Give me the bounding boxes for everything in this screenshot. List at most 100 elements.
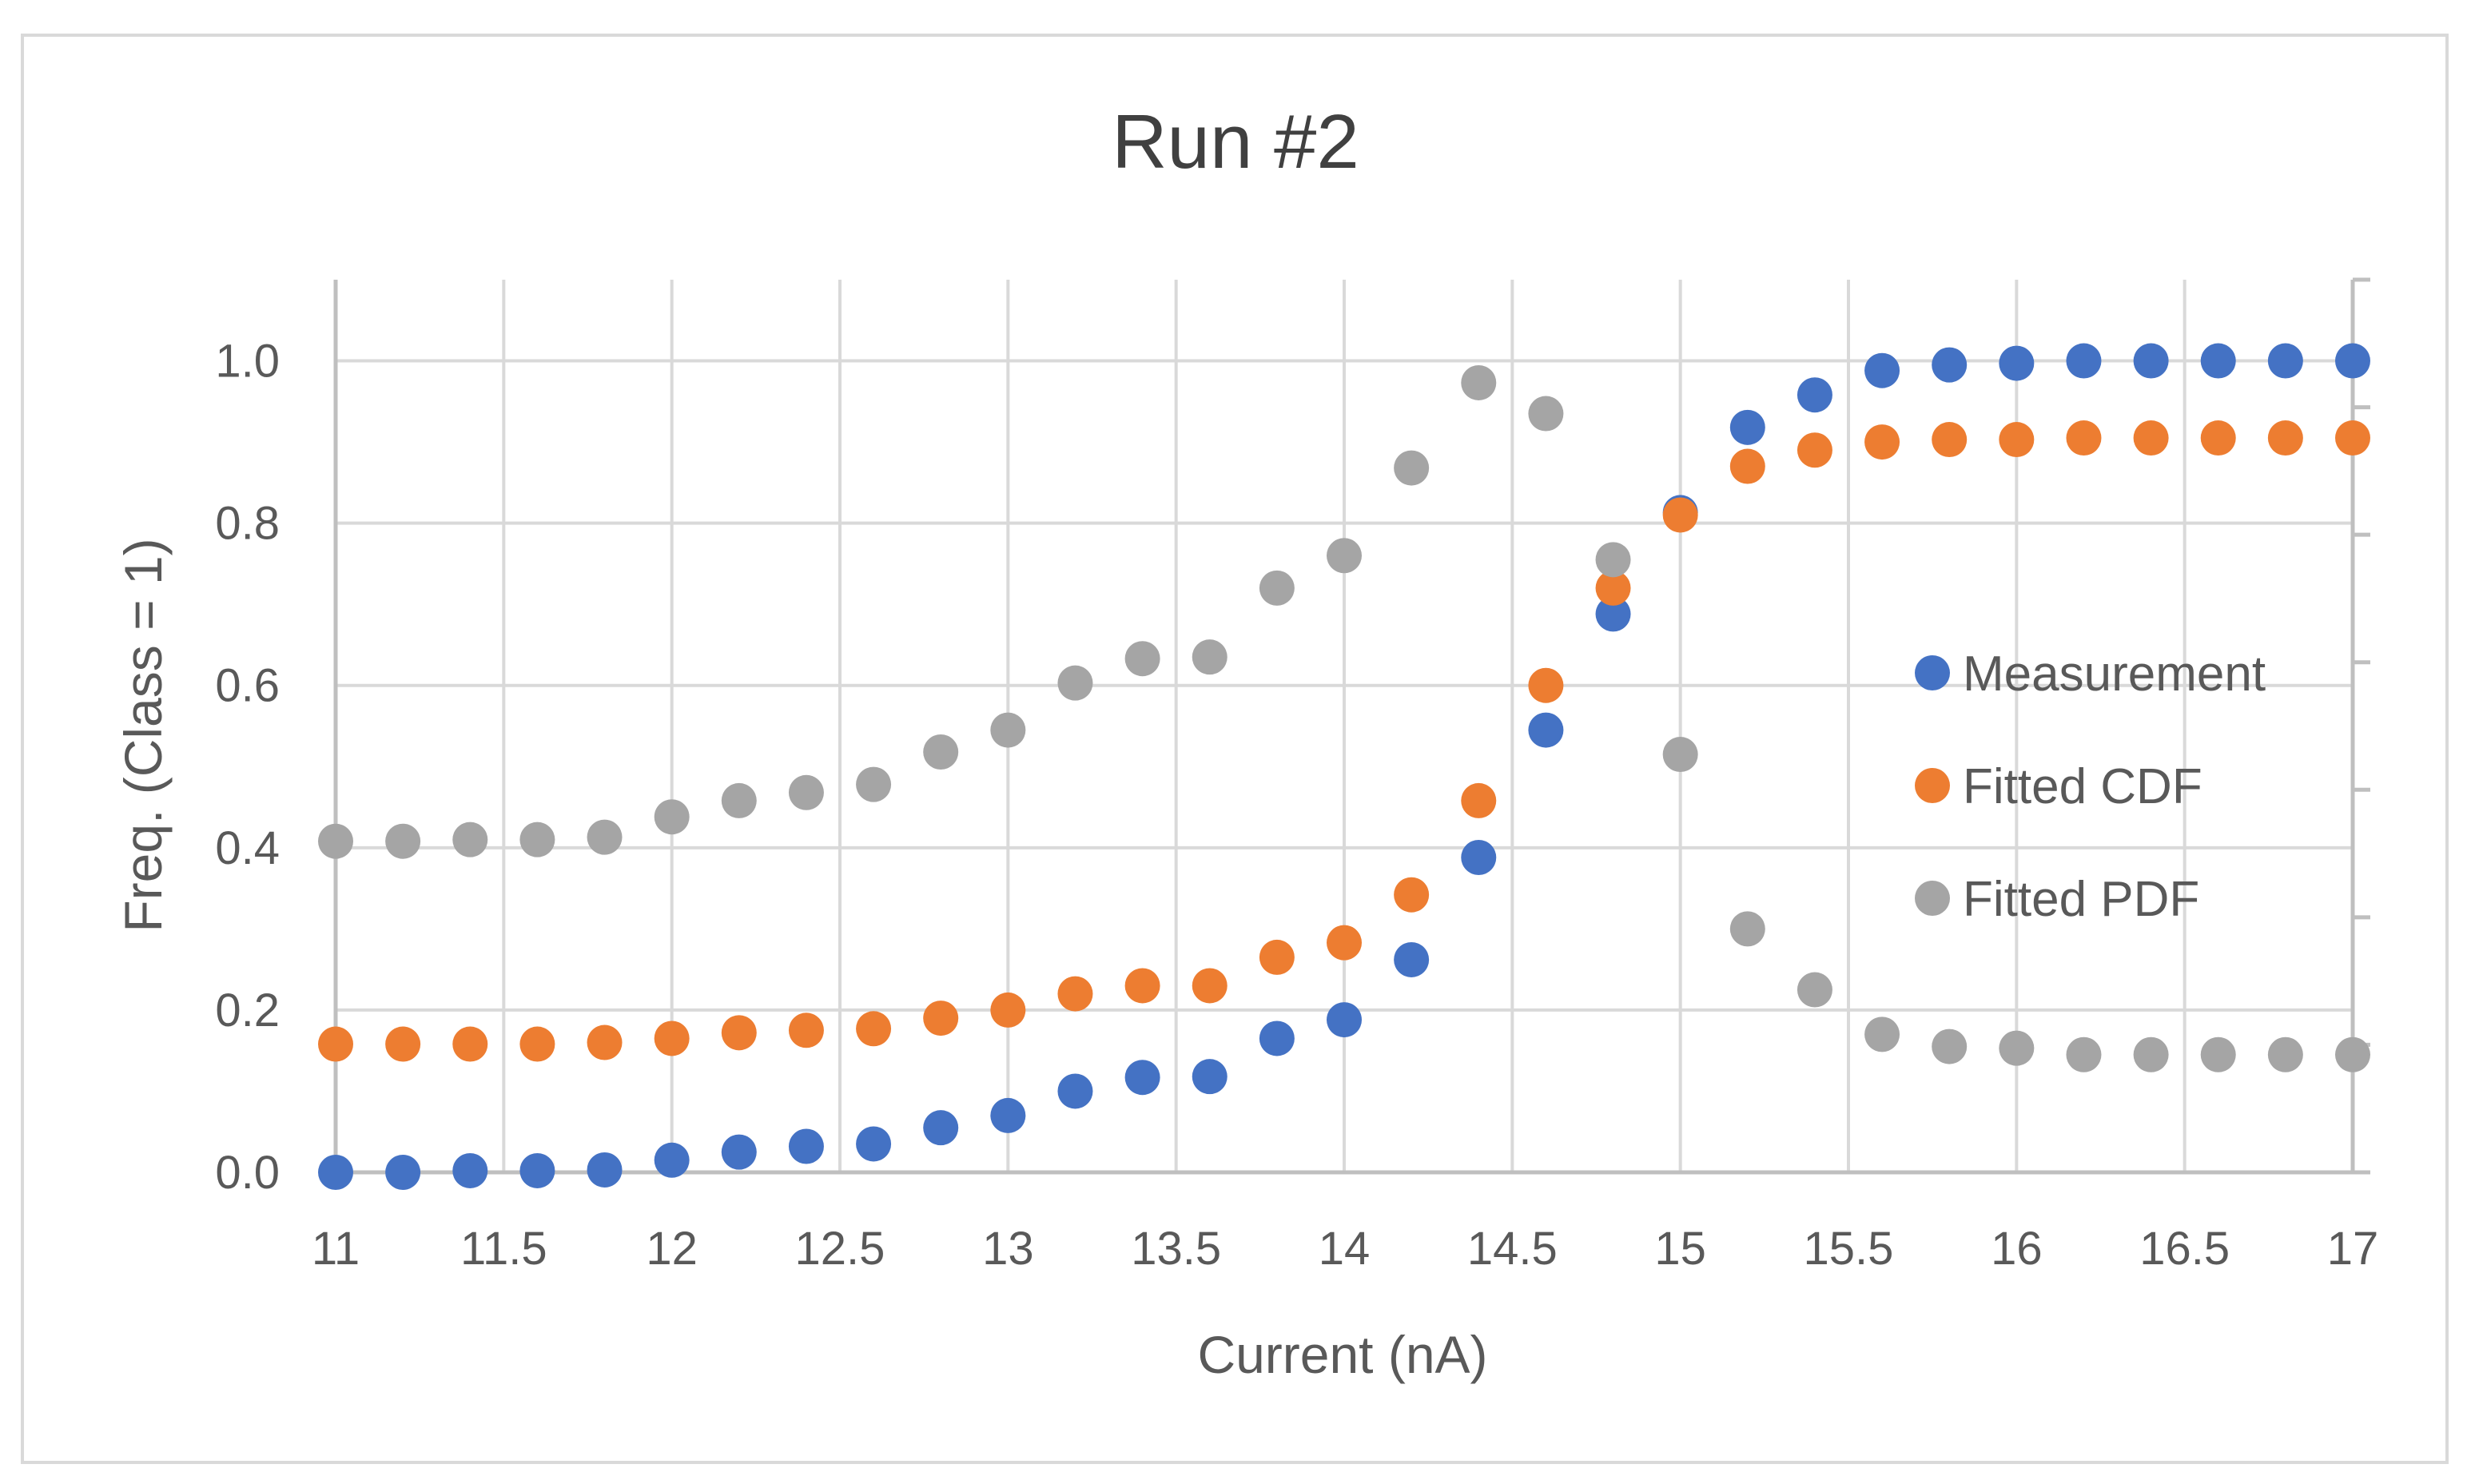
fitted-pdf-point — [2200, 1036, 2236, 1072]
fitted-cdf-point — [1932, 422, 1968, 458]
fitted-cdf-point — [2133, 420, 2169, 456]
x-tick-label: 12 — [646, 1223, 698, 1275]
measurement-point — [1327, 1002, 1362, 1038]
legend-marker-fitted-cdf — [1915, 768, 1950, 803]
chart-title: Run #2 — [1112, 99, 1359, 185]
fitted-pdf-point — [990, 712, 1026, 748]
fitted-cdf-point — [923, 1001, 959, 1036]
measurement-point — [318, 1155, 353, 1190]
fitted-pdf-point — [923, 734, 959, 770]
fitted-pdf-point — [2066, 1036, 2102, 1072]
fitted-pdf-point — [2133, 1036, 2169, 1072]
fitted-cdf-point — [2200, 420, 2236, 456]
x-tick-label: 15 — [1654, 1223, 1706, 1275]
fitted-pdf-point — [1327, 538, 1362, 574]
y-tick-label: 1.0 — [215, 336, 280, 388]
x-tick-label: 16.5 — [2139, 1223, 2230, 1275]
fitted-cdf-point — [856, 1011, 892, 1047]
fitted-pdf-point — [1528, 396, 1564, 432]
measurement-point — [856, 1126, 892, 1162]
fitted-cdf-point — [1595, 570, 1631, 606]
measurement-point — [2335, 343, 2370, 379]
measurement-point — [1057, 1073, 1093, 1109]
fitted-cdf-point — [654, 1020, 690, 1056]
measurement-point — [1797, 377, 1832, 413]
legend-label-fitted-cdf: Fitted CDF — [1963, 759, 2202, 814]
fitted-pdf-point — [1124, 641, 1160, 677]
fitted-pdf-point — [654, 799, 690, 835]
legend-marker-fitted-pdf — [1915, 881, 1950, 916]
legend-label-fitted-pdf: Fitted PDF — [1963, 872, 2199, 927]
fitted-pdf-point — [1797, 972, 1832, 1008]
fitted-cdf-point — [2066, 420, 2102, 456]
fitted-pdf-point — [385, 823, 421, 859]
measurement-point — [654, 1142, 690, 1178]
fitted-cdf-point — [452, 1026, 488, 1062]
fitted-pdf-point — [1595, 542, 1631, 578]
measurement-point — [1394, 941, 1430, 977]
legend-marker-measurement — [1915, 655, 1950, 690]
measurement-point — [923, 1110, 959, 1146]
measurement-point — [721, 1134, 757, 1170]
measurement-point — [1528, 712, 1564, 748]
fitted-pdf-point — [1394, 450, 1430, 486]
x-tick-label: 16 — [1991, 1223, 2043, 1275]
measurement-point — [2267, 343, 2303, 379]
fitted-pdf-point — [1999, 1030, 2035, 1066]
fitted-cdf-point — [721, 1015, 757, 1051]
x-tick-label: 14 — [1319, 1223, 1371, 1275]
fitted-cdf-point — [1394, 877, 1430, 913]
measurement-point — [1595, 596, 1631, 632]
fitted-cdf-point — [2267, 420, 2303, 456]
y-tick-label: 0.0 — [215, 1147, 280, 1199]
y-tick-label: 0.4 — [215, 822, 280, 874]
fitted-cdf-point — [1259, 939, 1295, 975]
x-tick-label: 14.5 — [1467, 1223, 1558, 1275]
fitted-cdf-point — [1729, 448, 1765, 484]
tick-labels: 11 11.5 12 12.5 13 13.5 14 14.5 15 15.5 16 16.5 17 0.… — [215, 336, 2378, 1275]
fitted-cdf-point — [1327, 925, 1362, 961]
fitted-pdf-point — [1057, 665, 1093, 701]
fitted-cdf-point — [1124, 968, 1160, 1004]
measurement-point — [1192, 1059, 1228, 1095]
fitted-pdf-point — [1461, 364, 1497, 400]
x-tick-label: 11.5 — [460, 1223, 547, 1275]
fitted-cdf-point — [990, 992, 1026, 1028]
legend-label-measurement: Measurement — [1963, 647, 2266, 702]
measurement-point — [1259, 1020, 1295, 1056]
fitted-cdf-point — [385, 1026, 421, 1062]
fitted-pdf-point — [1662, 737, 1698, 773]
chart-frame — [21, 34, 2449, 1464]
x-axis-title: Current (nA) — [1197, 1325, 1487, 1384]
fitted-pdf-point — [2335, 1036, 2370, 1072]
fitted-cdf-point — [1999, 422, 2035, 458]
measurement-point — [788, 1128, 824, 1164]
measurement-point — [1124, 1060, 1160, 1096]
data-points — [318, 343, 2370, 1190]
y-axis-title: Freq. (Class = 1) — [113, 538, 173, 932]
fitted-pdf-point — [318, 823, 353, 859]
x-tick-label: 17 — [2327, 1223, 2379, 1275]
fitted-pdf-point — [1932, 1028, 1968, 1064]
x-tick-label: 11 — [312, 1223, 360, 1275]
measurement-point — [385, 1155, 421, 1190]
measurement-point — [990, 1097, 1026, 1133]
axes — [333, 277, 2370, 1175]
measurement-point — [2133, 343, 2169, 379]
fitted-pdf-point — [721, 782, 757, 818]
fitted-pdf-point — [1729, 911, 1765, 947]
measurement-point — [2066, 343, 2102, 379]
fitted-cdf-point — [1192, 968, 1228, 1004]
fitted-cdf-point — [587, 1024, 623, 1060]
fitted-pdf-point — [1259, 570, 1295, 606]
fitted-cdf-point — [318, 1026, 353, 1062]
fitted-pdf-point — [856, 766, 892, 802]
x-tick-label: 12.5 — [795, 1223, 885, 1275]
measurement-point — [452, 1152, 488, 1188]
fitted-cdf-point — [1461, 782, 1497, 818]
fitted-cdf-point — [1797, 432, 1832, 468]
fitted-cdf-point — [2335, 420, 2370, 456]
measurement-point — [2200, 343, 2236, 379]
fitted-cdf-point — [1864, 424, 1900, 460]
